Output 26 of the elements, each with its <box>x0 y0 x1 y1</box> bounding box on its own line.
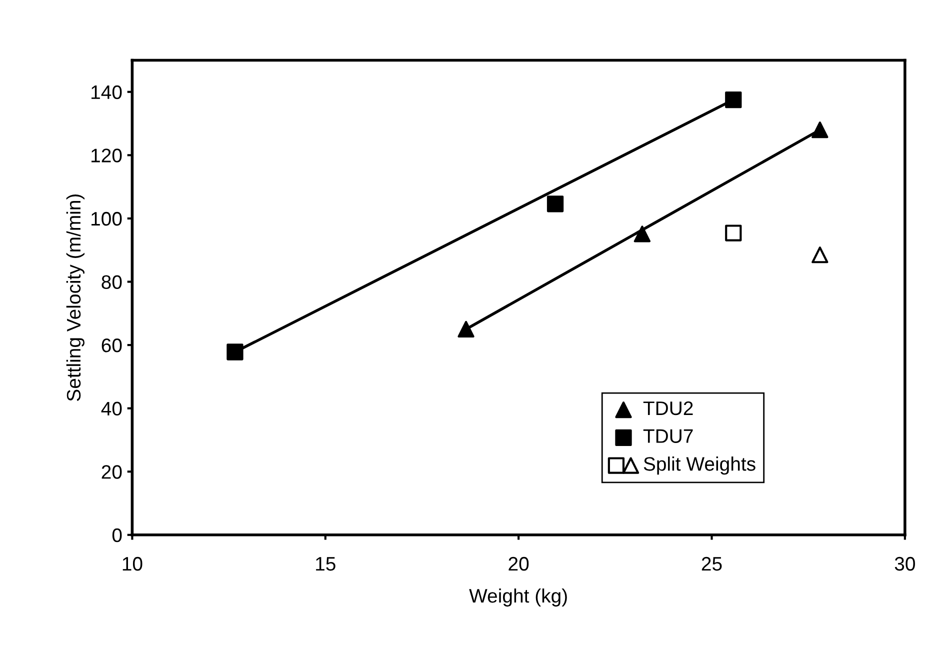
y-tick-label: 0 <box>112 528 122 542</box>
x-tick-label: 15 <box>316 557 336 571</box>
point <box>812 122 828 138</box>
y-axis-title: Settling Velocity (m/min) <box>66 194 84 401</box>
point <box>546 196 564 212</box>
y-tick-label: 40 <box>101 402 122 416</box>
x-tick-label: 20 <box>508 556 529 571</box>
y-tick-label: 120 <box>92 148 122 162</box>
x-tick-label: 10 <box>122 556 142 571</box>
point <box>812 246 828 264</box>
point <box>226 344 244 360</box>
legend-label: Split Weights <box>644 456 756 475</box>
y-tick-label: 20 <box>102 465 122 479</box>
point <box>725 91 742 108</box>
y-tick-label: 100 <box>92 212 122 226</box>
x-tick-label: 25 <box>702 556 722 571</box>
point <box>634 226 651 242</box>
x-axis-title: Weight (kg) <box>469 588 567 607</box>
legend-label: TDU2 <box>643 401 693 416</box>
y-tick-label: 80 <box>102 275 122 289</box>
y-tick-label: 60 <box>102 338 122 352</box>
legend-label: TDU7 <box>643 429 693 443</box>
y-tick-label: 140 <box>92 85 122 100</box>
x-tick-label: 30 <box>894 556 915 571</box>
point <box>458 320 474 338</box>
point <box>725 224 742 242</box>
